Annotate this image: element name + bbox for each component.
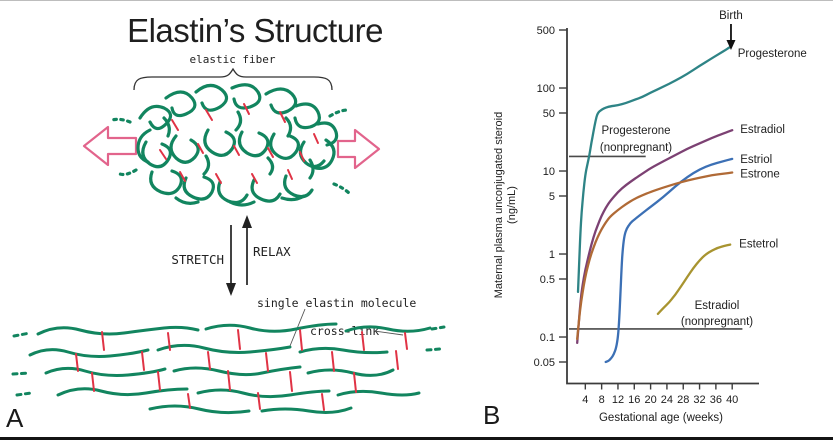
series-curve-estradiol: [576, 129, 734, 345]
y-tick-label: 100: [537, 83, 555, 95]
pull-right-arrow-icon: [336, 128, 381, 170]
series-curve-estrone: [576, 171, 734, 341]
y-tick-label: 0.5: [540, 274, 555, 286]
reference-line-label: (nonpregnant): [600, 142, 672, 154]
fiber-cross-links: [75, 329, 408, 411]
x-tick-label: 12: [612, 394, 624, 406]
steroid-levels-chart: 500 100 50 10 5 1 0.5 0.1 0.05 4 8 12 16 20 24 28 32 36 40…: [493, 10, 807, 424]
reference-line-label: (nonpregnant): [681, 316, 753, 328]
bottom-border-bar: [0, 437, 833, 440]
elastic-fiber-label: elastic fiber: [189, 53, 276, 66]
series-curve-estriol: [604, 157, 734, 364]
x-tick-label: 32: [693, 394, 705, 406]
birth-label: Birth: [719, 10, 743, 22]
stretched-fibers-illustration: [11, 322, 446, 415]
birth-arrow-head-icon: [726, 40, 736, 50]
x-tick-label: 16: [628, 394, 640, 406]
y-axis-title-line2: (ng/mL): [506, 186, 518, 224]
x-tick-label: 4: [582, 394, 588, 406]
x-axis-title: Gestational age (weeks): [599, 412, 723, 424]
y-tick-label: 5: [549, 191, 555, 203]
x-tick-label: 28: [677, 394, 689, 406]
reference-line-label: Progesterone: [601, 125, 670, 137]
stretch-relax-arrows: [226, 215, 252, 296]
x-tick-label: 24: [661, 394, 673, 406]
elastic-fiber-brace: [133, 67, 333, 91]
relax-label: RELAX: [253, 244, 291, 259]
elastin-diagram: [11, 67, 446, 415]
single-elastin-molecule-label: single elastin molecule: [257, 296, 417, 310]
y-tick-label: 0.05: [534, 357, 555, 369]
y-axis-title-line1: Maternal plasma unconjugated steroid: [493, 112, 505, 299]
series-curve-estetrol: [656, 243, 732, 316]
y-tick-label: 1: [549, 249, 555, 261]
tangle-cross-links: [159, 103, 319, 184]
x-tick-label: 40: [726, 394, 738, 406]
stretch-label: STRETCH: [171, 252, 224, 267]
elastin-tangle-illustration: [110, 83, 352, 207]
pull-arrows: [82, 125, 381, 170]
fiber-continuation-dashes: [11, 325, 446, 397]
series-label-estrone: Estrone: [740, 168, 780, 180]
x-tick-label: 20: [644, 394, 656, 406]
y-tick-label: 10: [543, 166, 555, 178]
series-label-progesterone: Progesterone: [738, 48, 807, 60]
x-tick-label: 8: [599, 394, 605, 406]
axes-lines: [566, 28, 759, 385]
series-label-estetrol: Estetrol: [739, 239, 778, 251]
panel-a-letter: A: [6, 403, 24, 433]
cross-link-leader-line: [373, 330, 404, 336]
panel-b-letter: B: [483, 400, 501, 430]
tangle-continuation-dashes: [110, 108, 352, 196]
panel-a-title: Elastin’s Structure: [127, 12, 383, 49]
pull-left-arrow-icon: [82, 125, 138, 167]
reference-line-label: Estradiol: [695, 300, 740, 312]
y-tick-label: 50: [543, 108, 555, 120]
x-tick-label: 36: [710, 394, 722, 406]
y-tick-label: 0.1: [540, 332, 555, 344]
series-label-estradiol: Estradiol: [740, 124, 785, 136]
series-label-estriol: Estriol: [740, 154, 772, 166]
y-tick-label: 500: [537, 25, 555, 37]
series-curve-progesterone: [576, 46, 731, 294]
top-border-line: [0, 0, 833, 1]
